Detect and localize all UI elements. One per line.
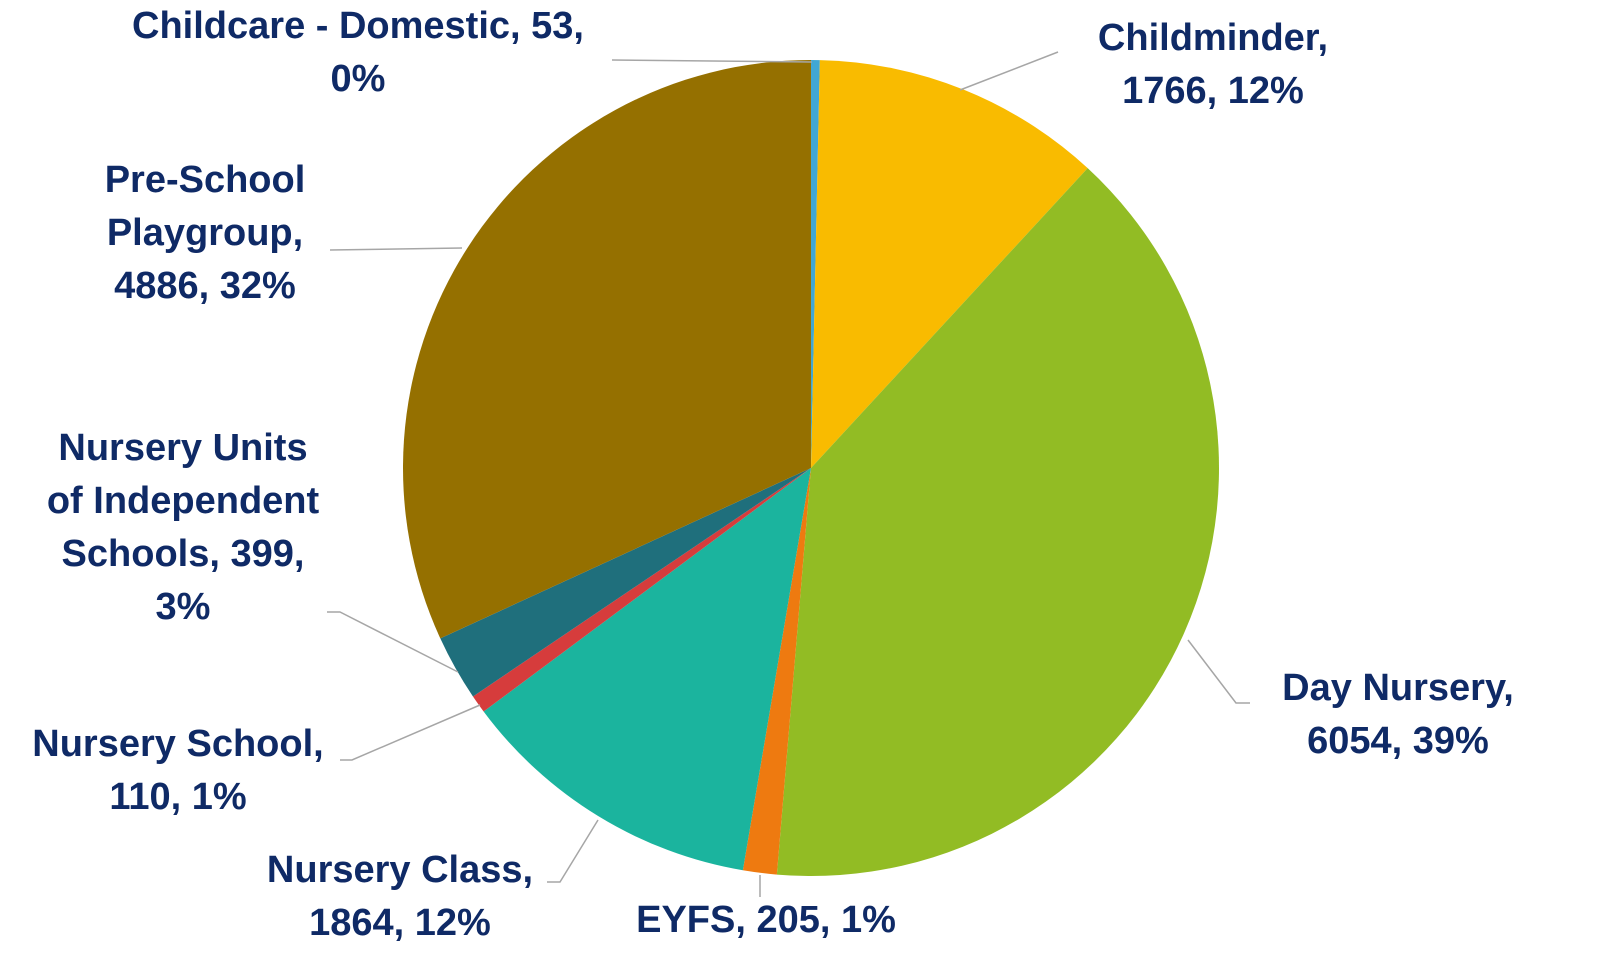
- leader-line: [611, 59, 813, 63]
- leader-line: [1187, 639, 1250, 704]
- data-label: 0%: [331, 58, 386, 100]
- data-label: Nursery Units: [58, 427, 307, 469]
- data-label: 1766, 12%: [1122, 70, 1304, 112]
- data-label: Nursery Class,: [267, 849, 533, 891]
- leader-line: [959, 51, 1059, 91]
- data-label: 110, 1%: [109, 776, 246, 818]
- data-label: of Independent: [47, 480, 320, 522]
- pie-slice: [483, 468, 811, 871]
- data-label: Pre-School: [105, 159, 306, 201]
- data-label: Childminder,: [1098, 17, 1328, 59]
- data-label: 1864, 12%: [309, 902, 491, 944]
- pie-slice: [811, 60, 820, 468]
- data-label: Day Nursery,: [1282, 667, 1514, 709]
- leader-line: [547, 819, 599, 883]
- data-label: Schools, 399,: [62, 533, 305, 575]
- data-label: Playgroup,: [107, 212, 303, 254]
- pie-slice: [811, 60, 1088, 469]
- leader-line: [327, 611, 459, 673]
- pie-slice: [472, 468, 811, 712]
- pie-slice: [402, 60, 811, 639]
- data-label: 4886, 32%: [114, 265, 296, 307]
- leader-line: [329, 247, 463, 251]
- pie-slice: [776, 168, 1219, 876]
- data-label: EYFS, 205, 1%: [636, 899, 896, 941]
- data-label: 3%: [156, 586, 211, 628]
- pie-slice: [440, 468, 811, 697]
- data-label: Nursery School,: [32, 723, 323, 765]
- data-label: 6054, 39%: [1307, 720, 1489, 762]
- leader-line: [340, 704, 481, 761]
- pie-slice: [742, 468, 811, 875]
- data-label: Childcare - Domestic, 53,: [132, 5, 584, 47]
